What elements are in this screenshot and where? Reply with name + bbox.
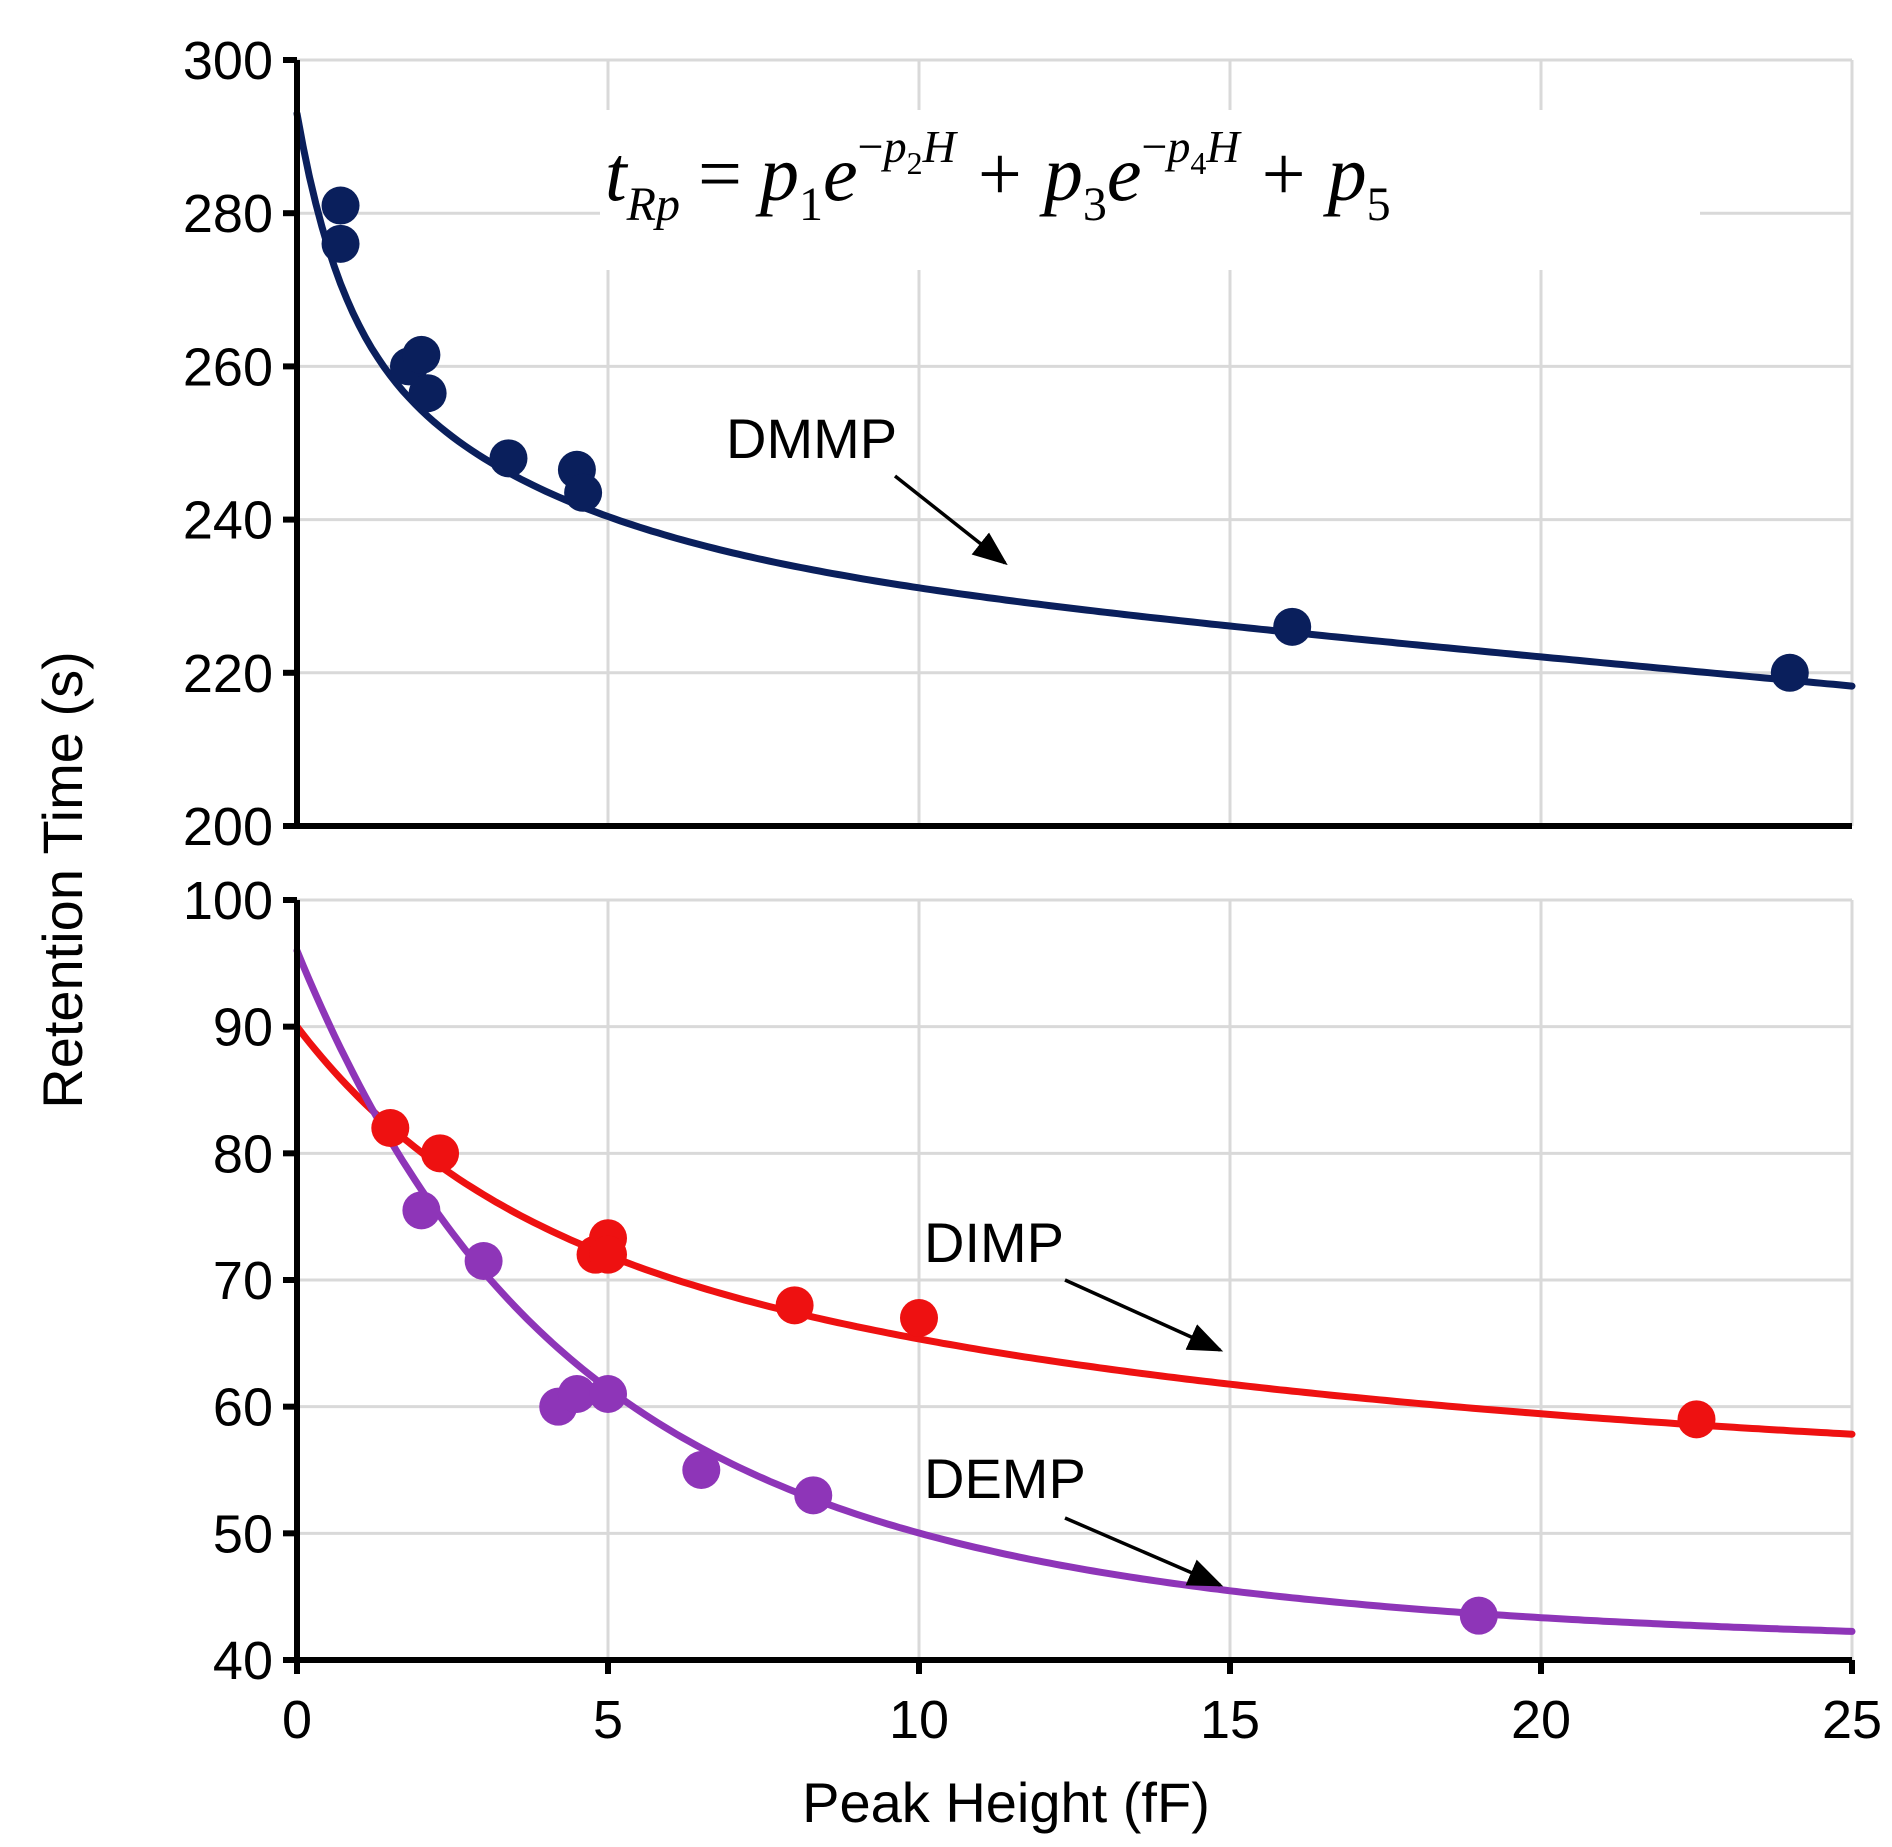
series-label-demp: DEMP [924,1447,1086,1510]
formula-e2: e [1107,130,1142,217]
y-tick-label: 220 [183,644,273,704]
series-label-dmmp: DMMP [726,407,897,470]
formula-exp2-h: H [1205,121,1242,172]
y-tick-label: 200 [183,797,273,857]
y-tick-label: 260 [183,337,273,397]
x-tick-label: 10 [889,1690,949,1750]
formula-exp2-minus: − [1141,121,1167,172]
formula-background [600,110,1700,270]
formula-exp2-p: p [1164,121,1190,172]
x-tick-label: 5 [593,1690,623,1750]
y-tick-label: 50 [213,1504,273,1564]
series-arrow-demp [1064,1516,1224,1587]
y-tick-label: 40 [213,1631,273,1691]
fit-curve-demp [293,947,1856,1635]
formula-equals: = [698,130,742,217]
data-point-dimp [900,1299,938,1337]
formula-p3: p [1039,130,1083,217]
x-tick-label: 25 [1822,1690,1882,1750]
data-point-dmmp [564,473,603,512]
data-point-demp [682,1451,721,1489]
formula-t: t [605,130,629,217]
data-point-demp [464,1242,503,1280]
formula-sub-1: 1 [799,178,823,231]
data-point-dmmp [321,186,360,225]
data-point-demp [1459,1596,1498,1635]
y-tick-label: 80 [213,1124,273,1184]
fit-formula: tRp = p1e−p2H + p3e−p4H + p5 [600,110,1700,270]
formula-plus2: + [1262,130,1306,217]
data-point-demp [589,1375,627,1413]
data-point-dmmp [1273,607,1312,646]
data-points [321,186,1809,1635]
data-point-dimp [589,1235,627,1274]
data-point-demp [794,1476,833,1515]
y-tick-label: 100 [183,871,273,931]
x-tick-label: 15 [1200,1690,1260,1750]
formula-exp1-sub: 2 [907,145,923,181]
formula-sub-rp: Rp [626,178,680,231]
fit-curves [293,110,1856,1635]
series-arrow-dmmp [893,474,1008,566]
data-point-dmmp [402,335,441,374]
data-point-demp [402,1191,441,1230]
formula-sub-5: 5 [1367,178,1391,231]
data-point-dmmp [1770,653,1809,692]
formula-exp1-h: H [922,121,959,172]
data-point-dmmp [321,224,360,263]
formula-plus1: + [978,130,1022,217]
y-tick-label: 240 [183,491,273,551]
y-tick-label: 90 [213,998,273,1058]
y-tick-label: 280 [183,184,273,244]
y-tick-label: 60 [213,1378,273,1438]
formula-exp1-minus: − [858,121,884,172]
grid [297,58,1854,1660]
formula-p5: p [1323,130,1367,217]
y-axis-title: Retention Time (s) [31,651,94,1109]
data-point-dimp [421,1134,460,1173]
data-point-dimp [775,1286,814,1325]
series-arrow-dimp [1064,1278,1224,1352]
data-point-demp [557,1375,596,1413]
formula-p1: p [755,130,799,217]
series-label-dimp: DIMP [924,1211,1064,1274]
data-point-dimp [371,1109,410,1147]
x-tick-label: 0 [282,1690,312,1750]
data-point-dmmp [408,374,447,413]
axes [283,57,1855,1674]
y-tick-label: 70 [213,1251,273,1311]
formula-e1: e [823,130,858,217]
formula-expression: tRp = p1e−p2H + p3e−p4H + p5 [605,121,1391,231]
fit-curve-dmmp [293,110,1856,690]
data-point-dmmp [489,439,528,478]
fit-curve-dimp [293,1023,1856,1438]
y-tick-label: 300 [183,31,273,91]
formula-exp2-sub: 4 [1190,145,1206,181]
data-point-dimp [1677,1400,1716,1439]
x-axis-title: Peak Height (fF) [802,1771,1210,1834]
formula-exp1-p: p [881,121,907,172]
x-tick-label: 20 [1511,1690,1571,1750]
formula-sub-3: 3 [1083,178,1107,231]
